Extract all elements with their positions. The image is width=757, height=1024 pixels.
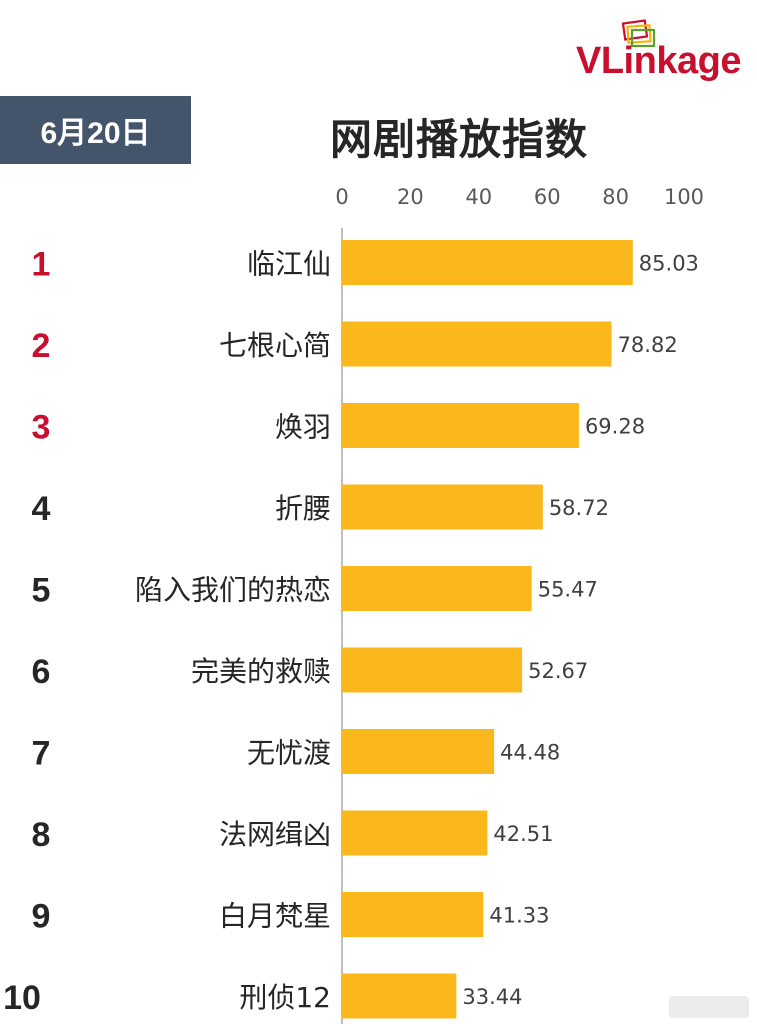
value-label: 52.67 (528, 659, 588, 683)
vlinkage-logo: VLinkage (576, 18, 751, 82)
bar (342, 973, 457, 1019)
category-label: 焕羽 (275, 411, 331, 444)
logo-wordmark: VLinkage (576, 40, 741, 82)
rank-number: 8 (32, 816, 51, 854)
logo-frames-icon (621, 19, 656, 48)
category-label: 七根心简 (219, 329, 331, 362)
x-tick-label: 100 (664, 185, 704, 209)
rank-number: 3 (32, 409, 51, 447)
value-label: 69.28 (585, 415, 645, 439)
x-tick-label: 20 (397, 185, 424, 209)
value-label: 33.44 (462, 985, 522, 1009)
value-label: 44.48 (500, 741, 560, 765)
date-badge: 6月20日 (0, 96, 191, 164)
rank-number: 4 (32, 490, 51, 528)
bar (342, 810, 488, 856)
rank-number: 5 (32, 572, 51, 610)
bar (342, 484, 543, 530)
category-label: 临江仙 (247, 248, 331, 281)
value-label: 58.72 (549, 496, 609, 520)
category-label: 陷入我们的热恋 (135, 574, 331, 607)
watermark (669, 996, 749, 1018)
x-tick-label: 40 (465, 185, 492, 209)
x-tick-label: 80 (602, 185, 629, 209)
bar (342, 892, 484, 937)
bar (342, 403, 579, 448)
rank-number: 7 (32, 735, 51, 773)
bar (342, 566, 532, 611)
value-label: 85.03 (639, 252, 699, 276)
category-label: 无忧渡 (247, 737, 331, 770)
value-label: 41.33 (489, 904, 549, 928)
category-label: 完美的救赎 (191, 655, 331, 688)
bar (342, 647, 523, 693)
value-label: 55.47 (538, 578, 598, 602)
rank-number: 9 (32, 898, 51, 936)
rank-number: 1 (32, 246, 51, 284)
rank-number: 2 (32, 327, 51, 365)
bar (342, 240, 633, 285)
category-label: 法网缉凶 (219, 818, 331, 851)
category-label: 刑侦12 (239, 981, 331, 1014)
category-label: 白月梵星 (219, 900, 331, 933)
x-tick-label: 60 (534, 185, 561, 209)
category-label: 折腰 (275, 492, 331, 525)
date-label: 6月20日 (40, 117, 151, 150)
x-tick-label: 0 (335, 185, 348, 209)
value-label: 78.82 (618, 333, 678, 357)
value-label: 42.51 (493, 822, 553, 846)
bar (342, 729, 495, 774)
rank-number: 10 (3, 979, 41, 1017)
bar (342, 321, 612, 367)
rank-number: 6 (32, 653, 51, 691)
chart-title: 网剧播放指数 (330, 115, 589, 164)
